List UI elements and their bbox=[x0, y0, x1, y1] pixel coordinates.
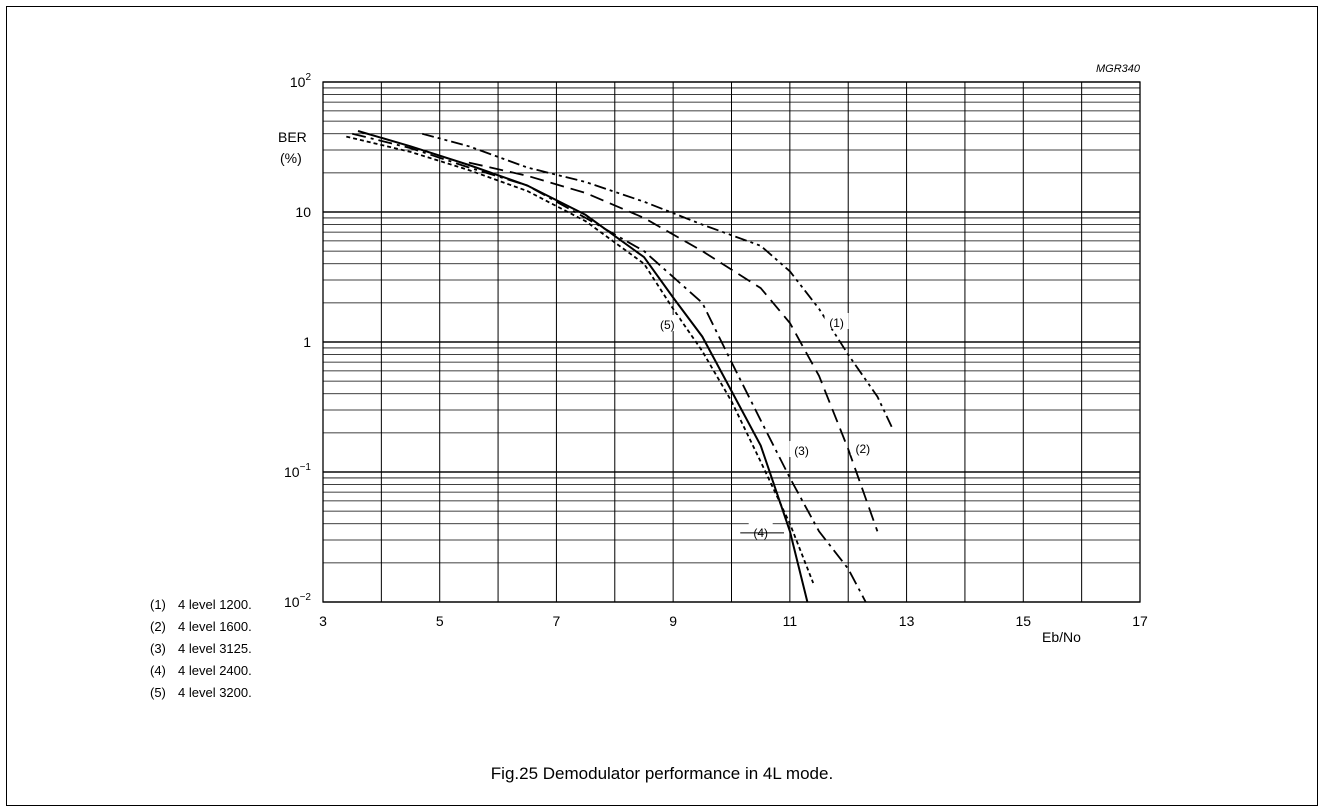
legend-item: (1) 4 level 1200. bbox=[150, 594, 252, 616]
y-tick-label: 10 bbox=[295, 204, 311, 220]
legend-item: (5) 4 level 3200. bbox=[150, 682, 252, 704]
series-label-bg bbox=[824, 313, 849, 330]
y-axis-label: BER bbox=[278, 129, 307, 145]
x-tick-label: 5 bbox=[436, 613, 444, 629]
legend-number: (2) bbox=[150, 619, 166, 634]
x-tick-label: 17 bbox=[1132, 613, 1148, 629]
y-tick-label: 10−1 bbox=[284, 462, 311, 480]
x-tick-label: 11 bbox=[783, 613, 798, 629]
legend-number: (3) bbox=[150, 641, 166, 656]
series-label: (5) bbox=[660, 318, 675, 332]
x-tick-label: 13 bbox=[899, 613, 915, 629]
series-label-bg bbox=[789, 441, 814, 458]
series-label-bg bbox=[850, 439, 875, 456]
series-label-bg bbox=[655, 315, 680, 332]
series-line bbox=[468, 161, 879, 532]
x-tick-label: 7 bbox=[553, 613, 561, 629]
series-line bbox=[421, 132, 893, 428]
legend-number: (1) bbox=[150, 597, 166, 612]
series-label: (3) bbox=[794, 444, 809, 458]
legend-number: (4) bbox=[150, 663, 166, 678]
legend: (1) 4 level 1200. (2) 4 level 1600. (3) … bbox=[150, 594, 252, 704]
legend-text: 4 level 2400. bbox=[178, 663, 252, 678]
y-axis-unit: (%) bbox=[280, 150, 302, 166]
series-label: (2) bbox=[855, 442, 870, 456]
legend-item: (2) 4 level 1600. bbox=[150, 616, 252, 638]
series-line bbox=[351, 132, 867, 603]
legend-text: 4 level 3125. bbox=[178, 641, 252, 656]
y-tick-label: 1 bbox=[303, 334, 311, 350]
figure-frame bbox=[6, 6, 1318, 806]
plot-frame bbox=[322, 81, 1141, 603]
legend-item: (4) 4 level 2400. bbox=[150, 660, 252, 682]
series-label-bg bbox=[748, 522, 773, 539]
legend-number: (5) bbox=[150, 685, 166, 700]
series-line bbox=[346, 135, 815, 584]
figure-id: MGR340 bbox=[1096, 63, 1141, 75]
series-line bbox=[357, 130, 809, 603]
legend-text: 4 level 1600. bbox=[178, 619, 252, 634]
legend-item: (3) 4 level 3125. bbox=[150, 638, 252, 660]
series-label: (1) bbox=[829, 316, 844, 330]
legend-text: 4 level 1200. bbox=[178, 597, 252, 612]
x-axis-label: Eb/No bbox=[1042, 629, 1081, 645]
x-tick-label: 15 bbox=[1015, 613, 1031, 629]
legend-text: 4 level 3200. bbox=[178, 685, 252, 700]
x-tick-label: 9 bbox=[669, 613, 677, 629]
figure-caption: Fig.25 Demodulator performance in 4L mod… bbox=[490, 764, 834, 783]
x-tick-label: 3 bbox=[319, 613, 327, 629]
y-tick-label: 10−2 bbox=[284, 592, 311, 610]
y-tick-label: 102 bbox=[290, 72, 312, 90]
